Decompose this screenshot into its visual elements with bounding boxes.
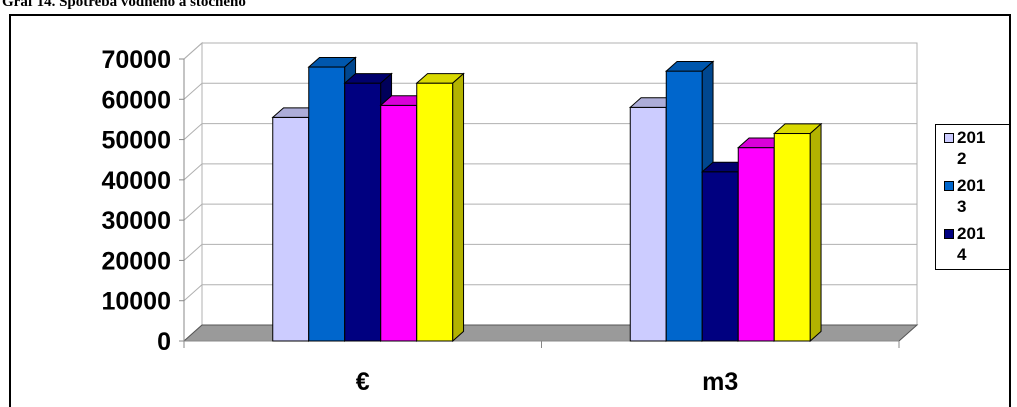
legend-swatch	[944, 181, 954, 191]
bar-2012-0	[272, 116, 310, 342]
x-category-label: €	[356, 368, 370, 396]
bar-2014-1	[701, 171, 739, 342]
chart-caption: Graf 14. Spotreba vodného a stočného	[2, 0, 246, 10]
bar-series-5-1	[773, 133, 811, 342]
y-tick-label: 30000	[101, 207, 171, 235]
bar-2013-1	[665, 70, 703, 342]
y-tick-label: 20000	[101, 247, 171, 275]
chart-frame	[9, 14, 1011, 407]
legend-swatch	[944, 229, 954, 239]
bar-side	[452, 72, 465, 343]
bar-series-4-1	[737, 147, 775, 342]
y-tick-label: 40000	[101, 167, 171, 195]
legend-swatch	[944, 133, 954, 143]
bar-series-4-0	[380, 104, 418, 342]
x-category-label: m3	[702, 368, 738, 396]
y-tick-label: 50000	[101, 127, 171, 155]
gridline	[183, 42, 917, 60]
y-tick-label: 70000	[101, 46, 171, 74]
legend-label: 2012	[957, 128, 986, 168]
legend: 2012 2013 2014	[935, 124, 1010, 270]
bar-2014-0	[344, 82, 382, 342]
y-tick-label: 60000	[101, 86, 171, 114]
bar-series-5-0	[416, 82, 454, 342]
chart-side-wall	[183, 41, 203, 343]
bar-side	[809, 122, 822, 343]
y-tick-label: 10000	[101, 288, 171, 316]
bar-2013-0	[308, 66, 346, 342]
legend-label: 2013	[957, 176, 986, 216]
legend-label: 2014	[957, 224, 986, 264]
y-tick-label: 0	[157, 328, 171, 356]
bar-2012-1	[629, 106, 667, 342]
